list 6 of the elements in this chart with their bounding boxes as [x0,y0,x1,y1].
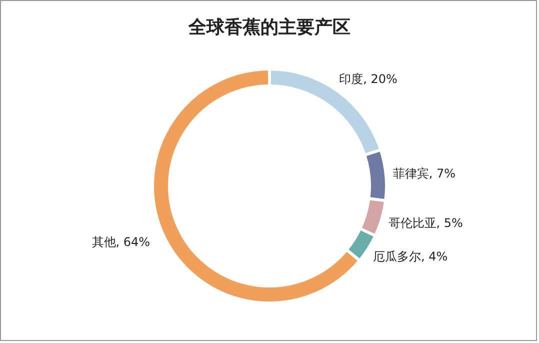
chart-title: 全球香蕉的主要产区 [188,17,350,38]
slice-label: 哥伦比亚, 5% [388,216,463,230]
slice-label: 厄瓜多尔, 4% [372,250,448,264]
slice-label: 菲律宾, 7% [392,166,456,181]
slice-label: 其他, 64% [92,235,150,250]
slice-label: 印度, 20% [339,72,398,86]
